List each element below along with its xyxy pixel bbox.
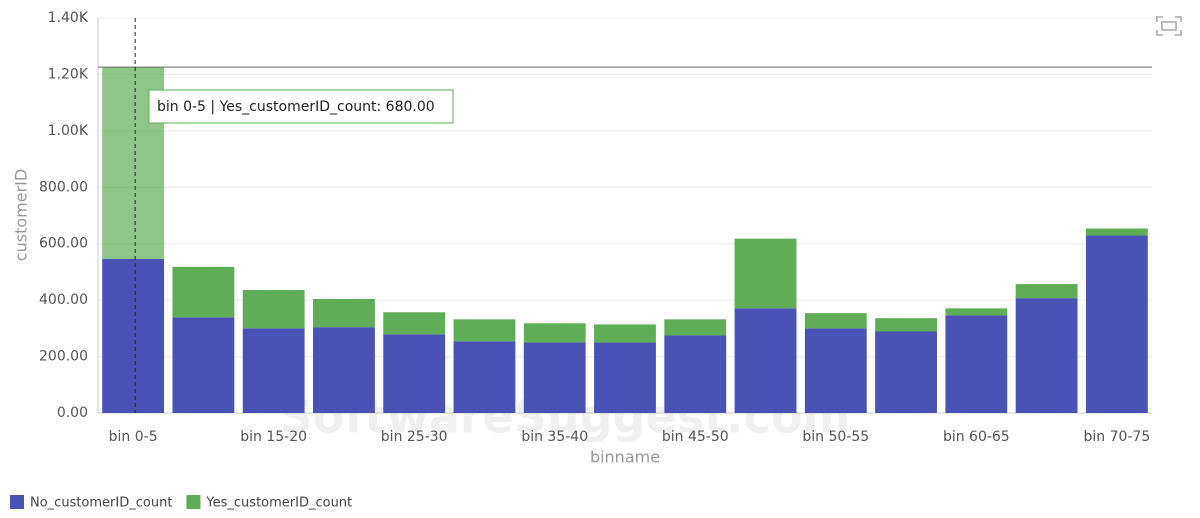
y-axis-label: customerID — [12, 169, 31, 261]
x-tick-label: bin 45-50 — [662, 429, 729, 445]
x-tick-label: bin 35-40 — [521, 429, 588, 445]
bar-segment — [1015, 298, 1078, 413]
bar-segment — [945, 308, 1008, 316]
bar-segment — [242, 328, 305, 413]
bar-segment — [172, 317, 235, 413]
bar-segment — [594, 324, 656, 343]
x-tick-label: bin 25-30 — [381, 429, 448, 445]
bar-segment — [1085, 235, 1148, 413]
bar-segment — [594, 342, 656, 413]
bar-segment — [664, 335, 727, 413]
y-tick-label: 1.20K — [48, 66, 89, 82]
y-tick-label: 800.00 — [39, 179, 88, 195]
bar-segment — [102, 258, 165, 413]
y-tick-label: 1.00K — [48, 123, 89, 139]
bar-segment — [804, 328, 867, 413]
bar-segment — [664, 319, 727, 336]
y-tick-label: 600.00 — [39, 236, 88, 252]
bar-segment — [313, 299, 375, 328]
bar-segment — [523, 323, 586, 343]
y-tick-label: 1.40K — [48, 10, 89, 26]
tooltip: bin 0-5 | Yes_customerID_count: 680.00 — [148, 89, 454, 124]
bar-segment — [242, 289, 305, 329]
x-tick-label: bin 0-5 — [109, 429, 158, 445]
legend-label: Yes_customerID_count — [205, 496, 352, 511]
bar-segment — [804, 313, 867, 329]
bar-segment — [453, 341, 516, 413]
bar-segment — [383, 334, 446, 413]
bar-segment — [1015, 284, 1078, 299]
bar-segment — [875, 318, 937, 332]
x-tick-label: bin 60-65 — [943, 429, 1010, 445]
bar-segment — [523, 342, 586, 413]
bar-segment — [875, 331, 937, 413]
x-tick-label: bin 15-20 — [240, 429, 307, 445]
y-tick-label: 200.00 — [39, 349, 88, 365]
bar-segment — [734, 238, 797, 309]
bar-segment — [453, 319, 516, 342]
legend-label: No_customerID_count — [30, 496, 172, 511]
y-tick-label: 0.00 — [57, 405, 88, 421]
bar-segment — [945, 315, 1008, 413]
tooltip-box — [148, 89, 454, 124]
x-tick-label: bin 70-75 — [1083, 429, 1150, 445]
bar-segment — [313, 327, 375, 413]
bar-segment — [383, 312, 446, 335]
bar-segment — [734, 308, 797, 413]
bar-segment — [1085, 228, 1148, 236]
x-tick-label: bin 50-55 — [802, 429, 869, 445]
legend-swatch — [10, 495, 24, 509]
bar-segment — [172, 266, 235, 318]
legend-swatch — [186, 495, 201, 509]
y-tick-label: 400.00 — [39, 292, 88, 308]
x-axis-label: binname — [590, 448, 660, 467]
expand-icon[interactable] — [1156, 16, 1182, 36]
tooltip-text: bin 0-5 | Yes_customerID_count: 680.00 — [157, 99, 435, 115]
